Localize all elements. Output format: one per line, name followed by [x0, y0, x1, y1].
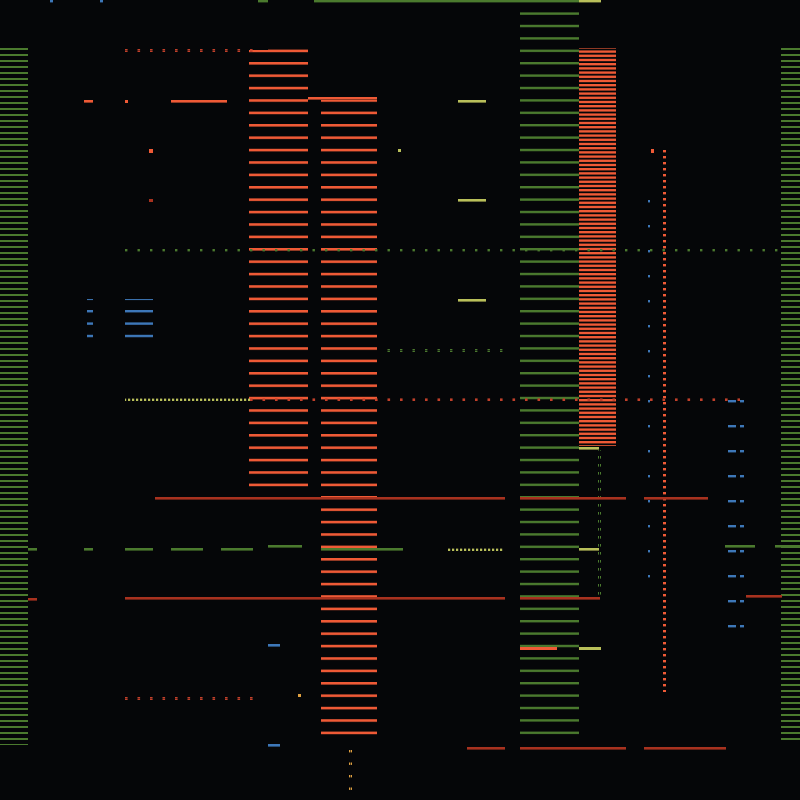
blue-dots [647, 199, 650, 589]
accent [579, 548, 599, 551]
stripe-column [579, 48, 616, 446]
line [644, 747, 726, 750]
blue-dashes [125, 299, 153, 339]
stripe-column [268, 46, 308, 496]
line [171, 548, 203, 551]
dotted-line [385, 349, 505, 352]
stripe-column [520, 11, 579, 741]
dotted-line [125, 49, 255, 52]
top-line [314, 0, 579, 3]
line [28, 548, 37, 551]
accent [458, 299, 486, 302]
line [308, 97, 377, 100]
stripe-column [249, 50, 268, 490]
blue-dashes [87, 299, 93, 339]
line [467, 747, 505, 750]
line [520, 597, 600, 600]
dotted-line [125, 697, 255, 700]
dotted-line [125, 398, 250, 401]
accent [398, 149, 401, 152]
top-accent [579, 0, 601, 3]
dotted-line [663, 150, 666, 692]
line [125, 548, 153, 551]
top-accent [258, 0, 268, 3]
line [125, 597, 505, 600]
line [520, 497, 626, 500]
blue-dashes [728, 399, 744, 639]
line [268, 545, 302, 548]
stripe-column [321, 100, 377, 740]
accent [579, 647, 601, 650]
dot [149, 149, 153, 153]
dot [651, 149, 654, 153]
dot [298, 694, 301, 697]
blue-dash [268, 644, 280, 647]
stripe-column [781, 46, 800, 743]
line [171, 100, 227, 103]
line [84, 100, 93, 103]
line [775, 545, 800, 548]
line [84, 548, 93, 551]
dot [149, 199, 153, 202]
line [644, 497, 708, 500]
line [520, 747, 626, 750]
blue-dash [268, 744, 280, 747]
dotted-line [250, 398, 740, 401]
line [28, 598, 37, 601]
line [221, 548, 253, 551]
accent [579, 447, 599, 450]
blue-dash [50, 0, 53, 3]
line [520, 647, 557, 650]
accent [458, 100, 486, 103]
line [746, 595, 782, 598]
line [321, 548, 403, 551]
accent [458, 199, 486, 202]
stripe-column [0, 48, 28, 745]
dotted-line [349, 748, 352, 800]
line [155, 497, 505, 500]
dotted-line [598, 450, 601, 600]
blue-dash [100, 0, 103, 3]
dot [125, 100, 128, 103]
dotted-line [125, 249, 785, 252]
dotted-line [448, 548, 503, 551]
